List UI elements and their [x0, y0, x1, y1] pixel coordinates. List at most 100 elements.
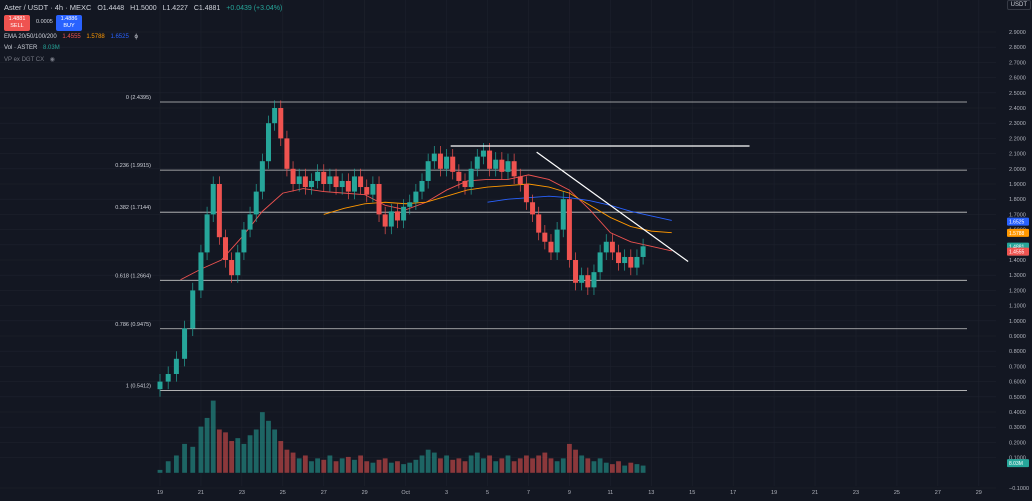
volume-bar [309, 461, 314, 473]
candle-body [468, 168, 474, 188]
ema20-value: 1.4555 [62, 34, 81, 40]
vp-label: VP ex DGT CX [4, 57, 45, 63]
volume-bar [530, 458, 535, 473]
time-axis[interactable]: 19 21 23 25 27 29 Oct 3 5 7 9 11 13 15 17 19 21 23 25 27 29 [157, 490, 982, 496]
volume-bar [425, 449, 431, 473]
candle-body [284, 138, 290, 169]
candle-body [585, 275, 591, 288]
volume-bar [388, 462, 394, 473]
candle-body [407, 202, 413, 207]
spread-value: 0.0005 [36, 19, 53, 25]
volume-bar [609, 464, 615, 473]
ema100-value: 1.6525 [110, 34, 129, 40]
vp-legend[interactable]: VP ex DGT CX ◉ [4, 56, 59, 63]
volume-bar [272, 429, 278, 473]
candle-body [351, 176, 357, 192]
volume-bar [444, 455, 449, 473]
volume-tag-text: 8.03M [1009, 461, 1023, 467]
volume-bar [536, 455, 542, 473]
candle-body [640, 246, 646, 257]
candle-body [173, 358, 179, 374]
volume-bar [628, 462, 634, 473]
candle-body [190, 290, 196, 329]
candle-body [431, 153, 437, 162]
price-tag [1007, 217, 1029, 226]
drawings[interactable] [450, 145, 750, 263]
price-tick-label: 0.2000 [1009, 440, 1026, 446]
volume-bar [247, 435, 253, 473]
candle-body [327, 176, 333, 184]
volume-bar [616, 461, 621, 473]
candle-body [548, 241, 554, 253]
time-tick-label: 23 [853, 490, 859, 496]
eye-icon[interactable]: ◉ [49, 57, 56, 63]
volume-bar [302, 455, 308, 473]
fib-level-label: 0 (2.4395) [126, 95, 151, 101]
price-tick-label: 1.8000 [1009, 197, 1026, 203]
candle-body [157, 381, 163, 390]
ema-legend[interactable]: EMA 20/50/100/200 1.4555 1.5788 1.6525 ϕ [4, 34, 142, 40]
volume-bar [327, 455, 333, 473]
candle-body [216, 184, 222, 238]
price-tick-label: 0.3000 [1009, 425, 1026, 431]
ema200-value: ϕ [134, 34, 138, 40]
price-tick-label: 2.0000 [1009, 167, 1026, 173]
time-tick-label: 7 [527, 490, 530, 496]
volume-bar [493, 461, 499, 473]
volume-bar [352, 459, 357, 473]
symbol-header[interactable]: Aster / USDT · 4h · MEXC O1.4448 H1.5000… [4, 3, 286, 12]
candle-body [210, 184, 216, 215]
price-tick-label: 2.7000 [1009, 60, 1026, 66]
currency-selector[interactable]: USDT [1006, 0, 1031, 10]
candle-body [413, 191, 419, 203]
candle-body [419, 180, 425, 192]
fib-retracement[interactable]: 0 (2.4395) 0.236 (1.9915) 0.382 (1.7144) 0.… [115, 95, 967, 391]
grid-layer [0, 0, 996, 489]
volume-bar [438, 458, 443, 473]
candle-body [425, 161, 431, 181]
volume-bar [450, 459, 456, 473]
volume-bar [182, 443, 187, 473]
volume-bar [517, 458, 523, 473]
time-tick-label: 19 [771, 490, 777, 496]
price-tick-label: 0.9000 [1009, 334, 1026, 340]
price-tag-text: 1.5788 [1009, 231, 1025, 237]
ohlc-change: +0.0439 (+3.04%) [226, 5, 283, 12]
volume-bar [603, 462, 609, 473]
volume-bar [339, 458, 345, 473]
volume-bar [585, 458, 591, 473]
time-tick-label: 21 [812, 490, 818, 496]
volume-bar [407, 462, 413, 473]
candle-body [628, 256, 634, 268]
candle-body [182, 328, 188, 359]
price-tick-label: 1.2000 [1009, 288, 1026, 294]
candle-body [437, 153, 443, 169]
candle-body [382, 214, 388, 227]
volume-bar [487, 455, 492, 473]
candle-body [542, 232, 548, 242]
candle-body [376, 184, 382, 215]
sell-button[interactable]: 1.4881 SELL [4, 15, 30, 31]
time-tick-label: 5 [486, 490, 489, 496]
volume-bar [364, 461, 370, 473]
time-tick-label: 21 [198, 490, 204, 496]
volume-bar [573, 449, 578, 473]
buy-button[interactable]: 1.4886 BUY [56, 15, 82, 31]
candle-body [315, 171, 321, 181]
price-tick-label: 0.8000 [1009, 349, 1026, 355]
candle-body [573, 260, 579, 283]
price-tick-label: 2.9000 [1009, 30, 1026, 36]
candle-body [247, 214, 253, 230]
volume-bar [524, 455, 529, 473]
time-tick-label: 27 [321, 490, 327, 496]
candle-body [370, 184, 376, 195]
price-tick-label: 0.4000 [1009, 410, 1026, 416]
volume-legend[interactable]: Vol · ASTER 8.03M [4, 45, 64, 51]
volume-bar [253, 429, 259, 473]
volume-bar [481, 458, 486, 473]
price-tick-label: 2.3000 [1009, 121, 1026, 127]
symbol-title[interactable]: Aster / USDT · 4h · MEXC [4, 3, 92, 12]
ohlc-open: O1.4448 [97, 5, 125, 12]
volume-bar [235, 438, 241, 473]
